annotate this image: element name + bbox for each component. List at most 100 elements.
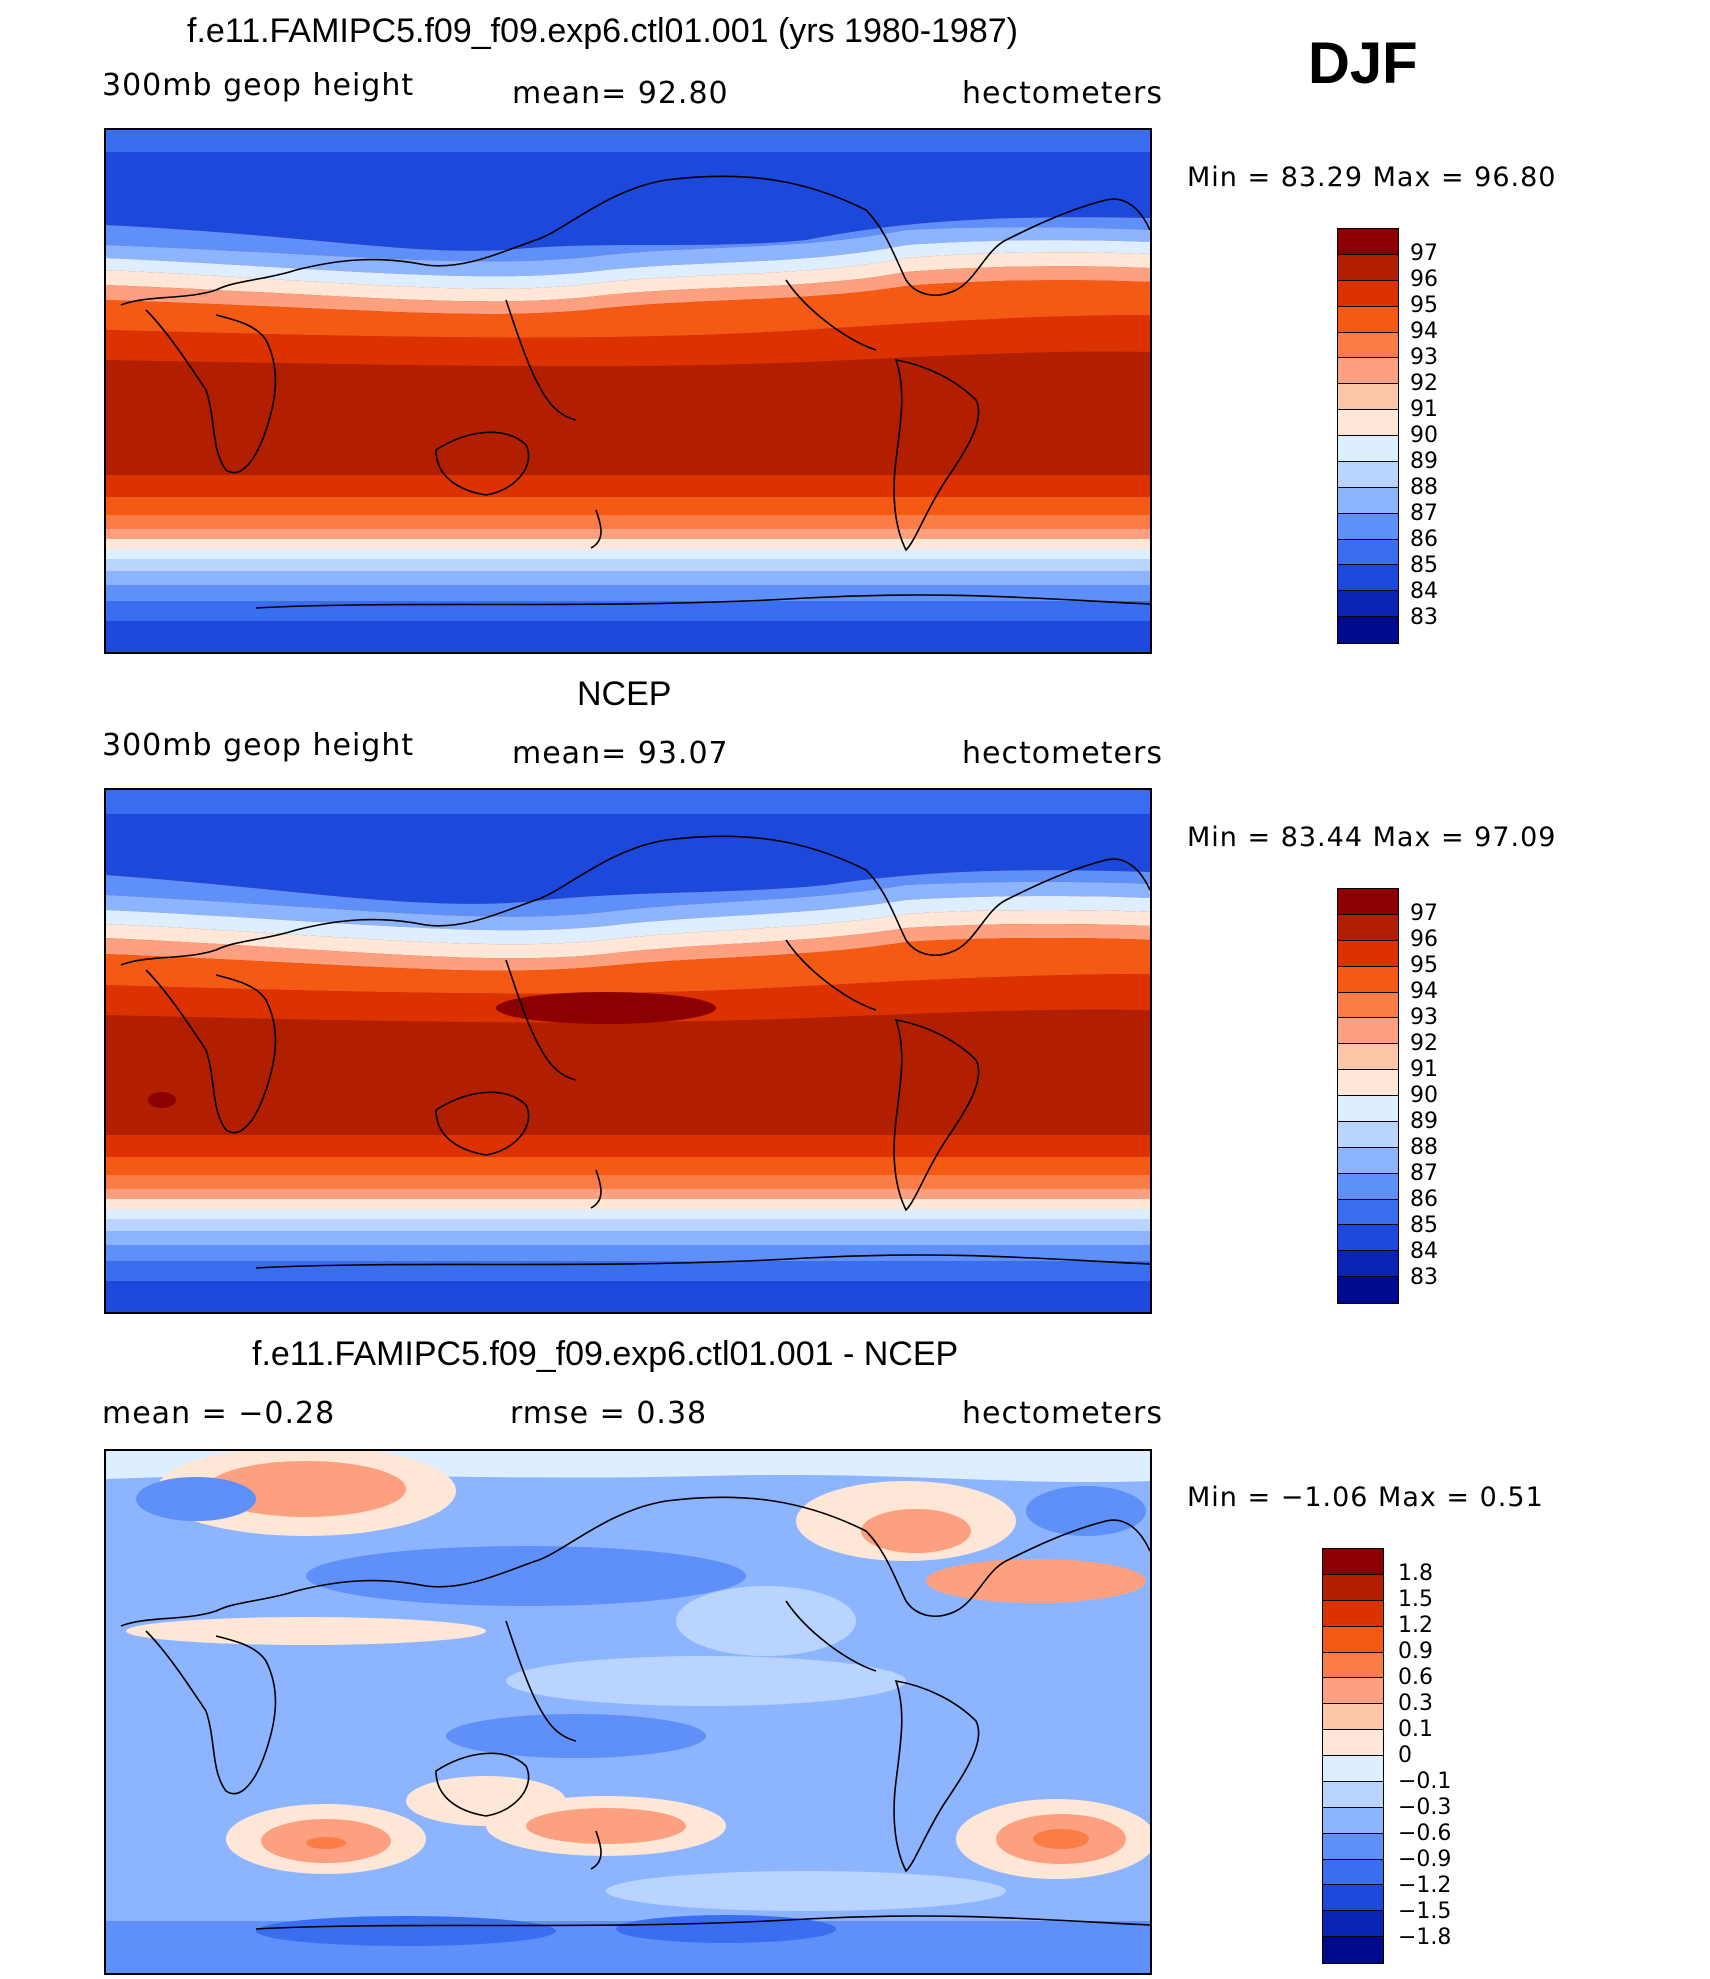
panel1-mean: mean= 92.80 — [512, 76, 729, 111]
colorbar-label: 0.3 — [1398, 1691, 1433, 1716]
colorbar-swatch — [1338, 539, 1398, 566]
colorbar-label: 88 — [1410, 475, 1438, 500]
colorbar-swatch — [1338, 1044, 1398, 1071]
colorbar-label: 90 — [1410, 1083, 1438, 1108]
panel3-title: f.e11.FAMIPC5.f09_f09.exp6.ctl01.001 - N… — [252, 1335, 959, 1373]
colorbar-label: −0.3 — [1398, 1795, 1452, 1820]
colorbar-swatch — [1323, 1652, 1383, 1679]
colorbar-swatch — [1338, 565, 1398, 592]
colorbar-label: −1.5 — [1398, 1899, 1452, 1924]
colorbar-label: 92 — [1410, 371, 1438, 396]
colorbar-swatch — [1323, 1807, 1383, 1834]
colorbar-label: 92 — [1410, 1031, 1438, 1056]
colorbar-label: −0.6 — [1398, 1821, 1452, 1846]
panel2-min-max: Min = 83.44 Max = 97.09 — [1187, 822, 1557, 853]
colorbar-swatch — [1323, 1600, 1383, 1627]
colorbar-swatch — [1338, 617, 1398, 643]
colorbar-swatch — [1338, 254, 1398, 281]
colorbar-swatch — [1338, 280, 1398, 307]
colorbar-label: 1.5 — [1398, 1587, 1433, 1612]
colorbar-label: 97 — [1410, 901, 1438, 926]
colorbar-label: 86 — [1410, 1187, 1438, 1212]
colorbar-label: 83 — [1410, 605, 1438, 630]
colorbar-label: 96 — [1410, 927, 1438, 952]
colorbar-swatch — [1338, 914, 1398, 941]
panel2-title: NCEP — [577, 675, 672, 713]
colorbar-label: 91 — [1410, 1057, 1438, 1082]
colorbar-swatch — [1323, 1704, 1383, 1731]
colorbar-label: 94 — [1410, 319, 1438, 344]
colorbar-swatch — [1338, 1277, 1398, 1303]
map-difference — [104, 1449, 1152, 1975]
colorbar-label: −0.1 — [1398, 1769, 1452, 1794]
colorbar-label: 89 — [1410, 1109, 1438, 1134]
colorbar-label: 87 — [1410, 1161, 1438, 1186]
colorbar-swatch — [1338, 1251, 1398, 1278]
colorbar-swatch — [1338, 1070, 1398, 1096]
colorbar-swatch — [1323, 1574, 1383, 1601]
colorbar-swatch — [1323, 1626, 1383, 1653]
colorbar-label: 91 — [1410, 397, 1438, 422]
colorbar-label: 93 — [1410, 345, 1438, 370]
colorbar-swatch — [1338, 1121, 1398, 1148]
panel2-units: hectometers — [962, 736, 1163, 771]
colorbar-swatch — [1323, 1885, 1383, 1912]
panel1-title: f.e11.FAMIPC5.f09_f09.exp6.ctl01.001 (yr… — [187, 12, 1018, 50]
panel3-min-max: Min = −1.06 Max = 0.51 — [1187, 1482, 1544, 1513]
colorbar-swatch — [1338, 966, 1398, 993]
colorbar-label: 85 — [1410, 553, 1438, 578]
colorbar-ncep — [1337, 888, 1399, 1304]
colorbar-swatch — [1338, 487, 1398, 514]
colorbar-swatch — [1323, 1730, 1383, 1756]
colorbar-label: −0.9 — [1398, 1847, 1452, 1872]
colorbar-swatch — [1338, 436, 1398, 462]
colorbar-swatch — [1338, 1096, 1398, 1122]
colorbar-swatch — [1338, 306, 1398, 333]
colorbar-label: 1.8 — [1398, 1561, 1433, 1586]
colorbar-swatch — [1338, 1199, 1398, 1226]
colorbar-swatch — [1323, 1859, 1383, 1886]
colorbar-label: 0 — [1398, 1743, 1412, 1768]
colorbar-label: 0.9 — [1398, 1639, 1433, 1664]
colorbar-swatch — [1323, 1756, 1383, 1782]
colorbar-label: 96 — [1410, 267, 1438, 292]
season-label: DJF — [1308, 31, 1418, 96]
colorbar-swatch — [1338, 461, 1398, 488]
panel3-units: hectometers — [962, 1396, 1163, 1431]
colorbar-difference — [1322, 1548, 1384, 1964]
colorbar-swatch — [1323, 1678, 1383, 1705]
colorbar-label: 93 — [1410, 1005, 1438, 1030]
colorbar-label: −1.8 — [1398, 1925, 1452, 1950]
colorbar-swatch — [1338, 513, 1398, 540]
colorbar-swatch — [1323, 1911, 1383, 1938]
colorbar-label: 0.1 — [1398, 1717, 1433, 1742]
colorbar-swatch — [1338, 332, 1398, 359]
colorbar-label: 97 — [1410, 241, 1438, 266]
colorbar-swatch — [1338, 1225, 1398, 1252]
panel1-min-max: Min = 83.29 Max = 96.80 — [1187, 162, 1557, 193]
colorbar-swatch — [1338, 229, 1398, 255]
colorbar-swatch — [1338, 940, 1398, 967]
colorbar-label: −1.2 — [1398, 1873, 1452, 1898]
panel1-units: hectometers — [962, 76, 1163, 111]
colorbar-label: 83 — [1410, 1265, 1438, 1290]
colorbar-swatch — [1338, 1147, 1398, 1174]
colorbar-label: 86 — [1410, 527, 1438, 552]
panel3-mean: mean = −0.28 — [102, 1396, 336, 1431]
colorbar-swatch — [1338, 1173, 1398, 1200]
colorbar-label: 94 — [1410, 979, 1438, 1004]
colorbar-swatch — [1323, 1549, 1383, 1575]
panel2-mean: mean= 93.07 — [512, 736, 729, 771]
colorbar-label: 95 — [1410, 293, 1438, 318]
map-model — [104, 128, 1152, 654]
colorbar-label: 1.2 — [1398, 1613, 1433, 1638]
colorbar-label: 85 — [1410, 1213, 1438, 1238]
colorbar-label: 87 — [1410, 501, 1438, 526]
panel1-variable: 300mb geop height — [102, 68, 415, 103]
colorbar-label: 95 — [1410, 953, 1438, 978]
colorbar-swatch — [1338, 358, 1398, 385]
colorbar-swatch — [1323, 1833, 1383, 1860]
colorbar-swatch — [1338, 889, 1398, 915]
colorbar-label: 89 — [1410, 449, 1438, 474]
panel2-variable: 300mb geop height — [102, 728, 415, 763]
